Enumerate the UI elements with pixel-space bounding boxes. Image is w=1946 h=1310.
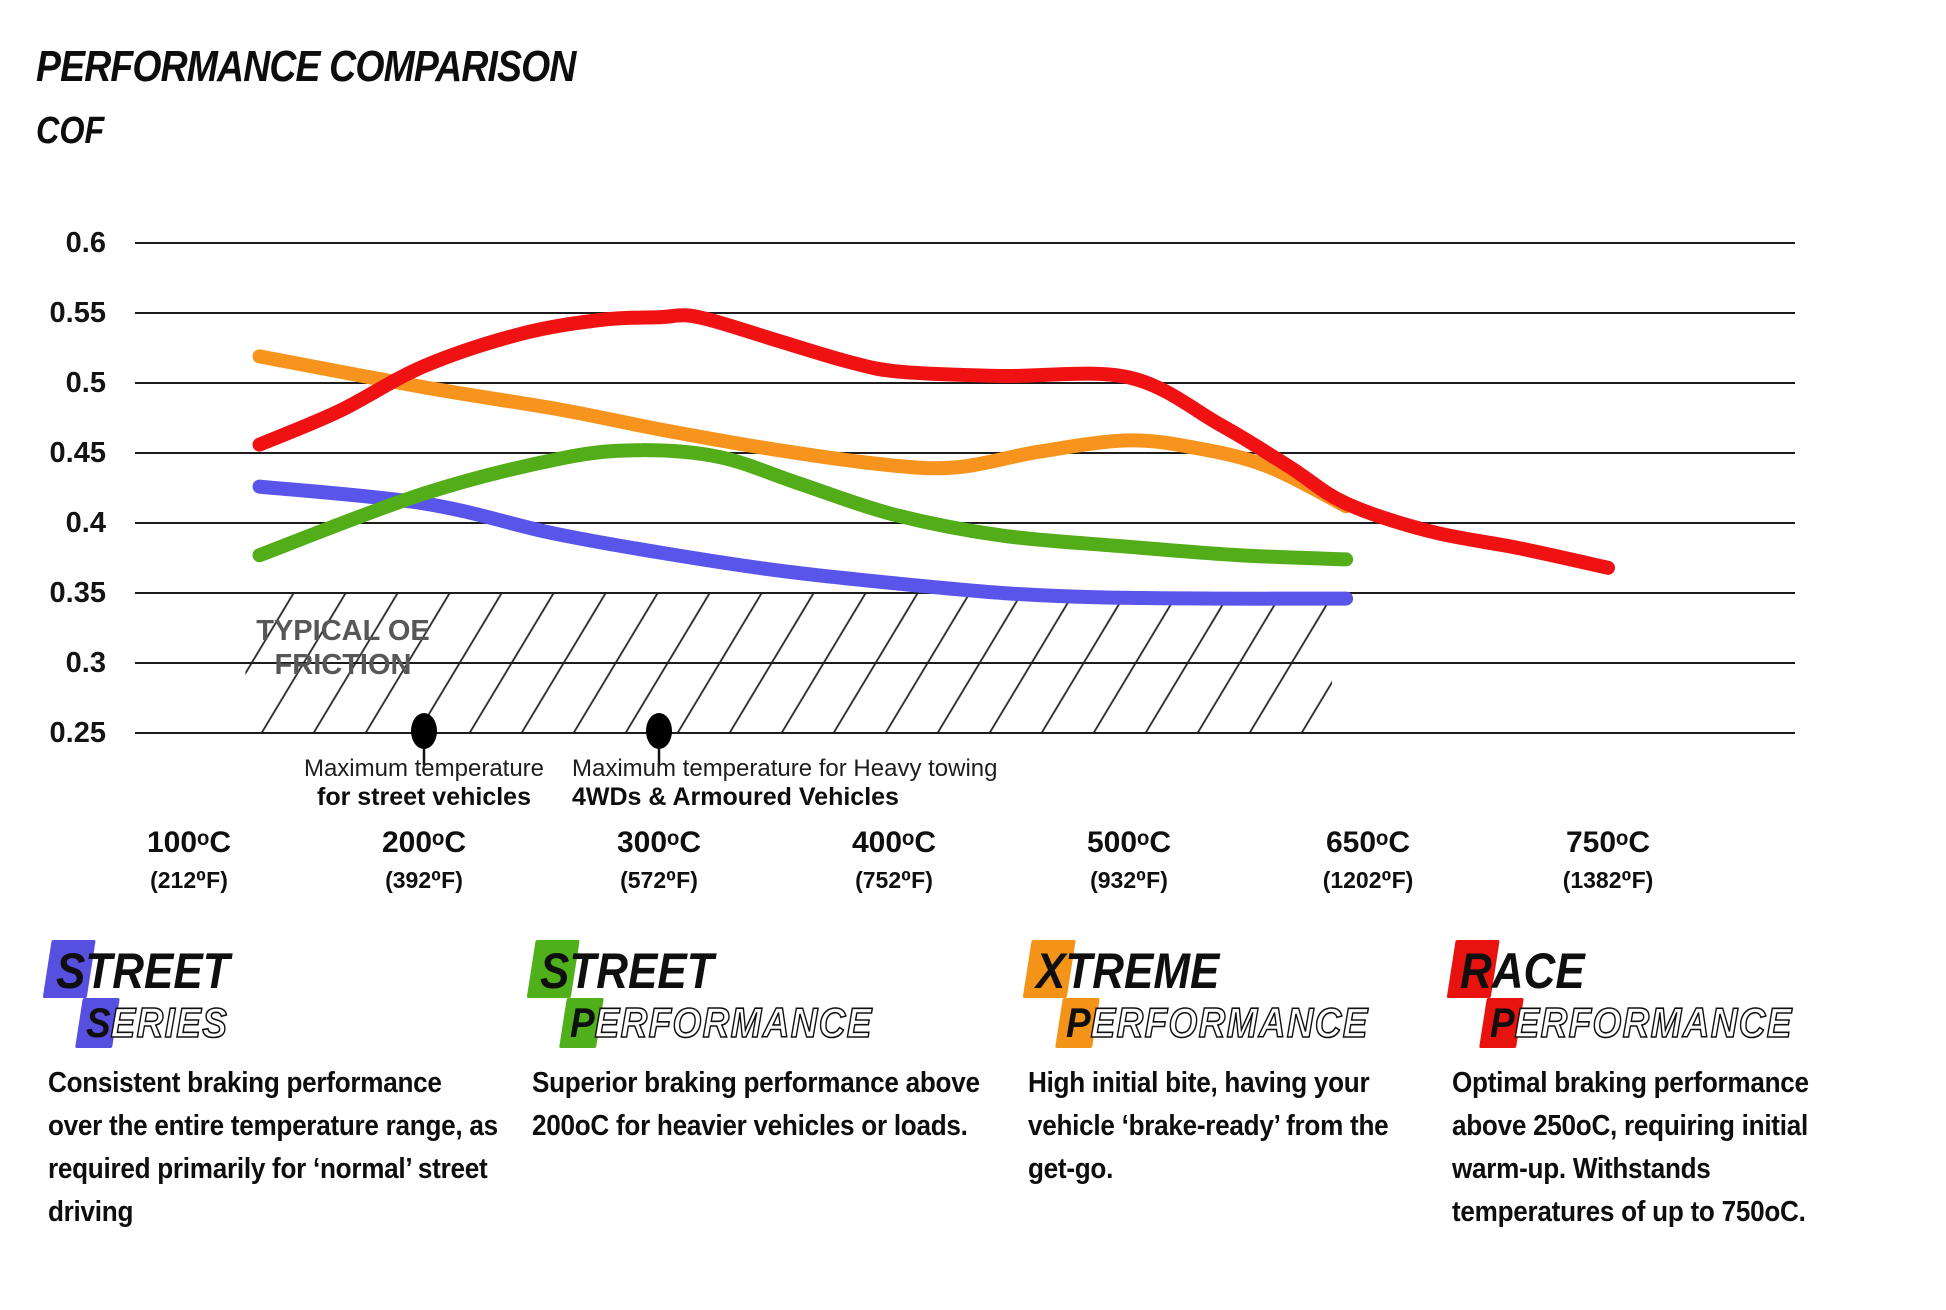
annotation-street-max-temp: Maximum temperature for street vehicles	[214, 754, 634, 812]
logo-xtreme-performance-line1: XTREME	[1022, 940, 1365, 999]
y-axis-title: COF	[36, 110, 105, 152]
annotation-line-bold: for street vehicles	[317, 783, 531, 811]
x-tick-label: 650ᵒC (1202⁰F)	[1268, 826, 1468, 893]
logo-race-performance-line2: PERFORMANCE	[1479, 998, 1793, 1048]
logo-text: ACE	[1491, 943, 1585, 999]
y-tick-label: 0.3	[65, 647, 106, 679]
description-street-series: Consistent braking performance over the …	[48, 1067, 498, 1228]
y-tick-label: 0.25	[49, 717, 106, 749]
logo-street-series-line1: STREET	[42, 940, 230, 999]
description-race-performance: Optimal braking performance above 250oC,…	[1452, 1067, 1809, 1228]
description-xtreme-performance: High initial bite, having your vehicle ‘…	[1028, 1067, 1389, 1185]
x-tick-fahrenheit: (752⁰F)	[855, 867, 933, 893]
typical-oe-line2: FRICTION	[274, 649, 412, 681]
x-tick-fahrenheit: (1382⁰F)	[1562, 867, 1654, 893]
logo-outline-text: ERFORMANCE	[1090, 999, 1369, 1046]
x-tick-celsius: 500ᵒC	[1086, 826, 1172, 859]
series-line-street-series	[252, 479, 1354, 606]
y-tick-label: 0.5	[65, 367, 106, 399]
max-temperature-marker-dot	[411, 713, 437, 749]
logo-outline-text: ERFORMANCE	[1514, 999, 1793, 1046]
x-tick-label: 100ᵒC (212⁰F)	[89, 826, 289, 893]
logo-race-performance: RACE PERFORMANCE	[1446, 940, 1834, 1048]
logo-text: TREET	[85, 943, 230, 999]
logo-letter: R	[1460, 943, 1492, 999]
x-tick-label: 500ᵒC (932⁰F)	[1029, 826, 1229, 893]
series-line-race-performance	[252, 308, 1615, 575]
typical-oe-line1: TYPICAL OE	[256, 615, 430, 647]
logo-letter: S	[56, 943, 86, 999]
logo-text: TREME	[1065, 943, 1220, 999]
logo-letter: S	[86, 999, 111, 1046]
max-temperature-marker-dot	[646, 713, 672, 749]
x-tick-label: 200ᵒC (392⁰F)	[324, 826, 524, 893]
logo-race-performance-line1: RACE	[1446, 940, 1789, 999]
logo-street-series-line2: SERIES	[75, 998, 233, 1048]
logo-outline-text: ERFORMANCE	[594, 999, 873, 1046]
x-tick-label: 300ᵒC (572⁰F)	[559, 826, 759, 893]
page-title: PERFORMANCE COMPARISON	[36, 42, 576, 91]
annotation-line: Maximum temperature for Heavy towing	[572, 755, 998, 782]
typical-oe-friction-label: TYPICAL OE FRICTION	[228, 614, 458, 682]
logo-outline-text: ERIES	[110, 999, 229, 1046]
x-tick-celsius: 750ᵒC	[1565, 826, 1651, 859]
x-tick-celsius: 100ᵒC	[146, 826, 232, 859]
x-tick-fahrenheit: (1202⁰F)	[1322, 867, 1414, 893]
annotation-line: Maximum temperature	[303, 755, 545, 782]
series-line-street-performance	[252, 443, 1354, 567]
series-line-xtreme-performance	[252, 349, 1354, 514]
y-tick-label: 0.55	[49, 297, 106, 329]
logo-letter: P	[570, 999, 595, 1046]
y-tick-label: 0.6	[65, 227, 106, 259]
y-tick-label: 0.45	[49, 437, 106, 469]
logo-street-performance: STREET PERFORMANCE	[526, 940, 914, 1048]
annotation-heavy-towing-max-temp: Maximum temperature for Heavy towing 4WD…	[572, 754, 1092, 812]
x-tick-label: 750ᵒC (1382⁰F)	[1508, 826, 1708, 893]
logo-letter: S	[540, 943, 570, 999]
logo-letter: X	[1036, 943, 1066, 999]
logo-letter: P	[1490, 999, 1515, 1046]
logo-letter: P	[1066, 999, 1091, 1046]
x-tick-celsius: 200ᵒC	[381, 826, 467, 859]
annotation-line-bold: 4WDs & Armoured Vehicles	[572, 783, 899, 811]
description-street-performance: Superior braking performance above 200oC…	[532, 1067, 980, 1142]
x-tick-label: 400ᵒC (752⁰F)	[794, 826, 994, 893]
logo-xtreme-performance: XTREME PERFORMANCE	[1022, 940, 1410, 1048]
x-tick-fahrenheit: (392⁰F)	[385, 867, 463, 893]
logo-text: TREET	[569, 943, 714, 999]
x-tick-celsius: 400ᵒC	[851, 826, 937, 859]
logo-xtreme-performance-line2: PERFORMANCE	[1055, 998, 1369, 1048]
logo-street-performance-line2: PERFORMANCE	[559, 998, 873, 1048]
logo-street-performance-line1: STREET	[526, 940, 869, 999]
x-tick-celsius: 300ᵒC	[616, 826, 702, 859]
y-tick-label: 0.4	[65, 507, 106, 539]
cof-line-chart	[135, 242, 1795, 765]
x-tick-fahrenheit: (932⁰F)	[1090, 867, 1168, 893]
x-tick-fahrenheit: (212⁰F)	[150, 867, 228, 893]
y-tick-label: 0.35	[49, 577, 106, 609]
x-tick-fahrenheit: (572⁰F)	[620, 867, 698, 893]
x-tick-celsius: 650ᵒC	[1325, 826, 1411, 859]
logo-street-series: STREET SERIES	[42, 940, 253, 1048]
